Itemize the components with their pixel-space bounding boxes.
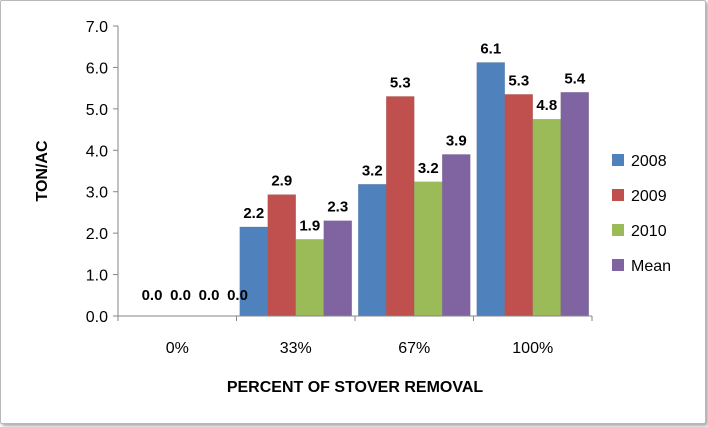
y-tick-label: 5.0 <box>86 102 108 119</box>
bar-mean-67pct <box>441 154 471 317</box>
data-label: 0.0 <box>227 287 248 304</box>
y-tick-label: 6.0 <box>86 60 108 77</box>
y-tick-label: 0.0 <box>86 309 108 326</box>
legend: 2008 2009 2010 Mean <box>612 153 671 275</box>
x-tick-label: 67% <box>398 340 430 357</box>
y-tick-label: 2.0 <box>86 226 108 243</box>
bar-2008-33pct <box>239 226 269 317</box>
legend-swatch <box>612 224 624 236</box>
data-label: 0.0 <box>142 287 163 304</box>
x-tick-label: 33% <box>280 340 312 357</box>
bar-2010-67pct <box>413 181 443 317</box>
x-axis-ticks: 0% 33% 67% 100% <box>117 316 593 357</box>
bar-2009-100pct <box>504 94 534 317</box>
bar-2009-67pct <box>385 96 415 317</box>
bar-mean-33pct <box>323 220 353 317</box>
x-tick-label: 0% <box>166 340 189 357</box>
bar-2008-67pct <box>357 183 387 317</box>
bars <box>239 62 590 317</box>
y-tick-label: 1.0 <box>86 268 108 285</box>
bar-2009-33pct <box>267 194 297 317</box>
data-label: 2.2 <box>243 205 264 222</box>
y-tick-label: 4.0 <box>86 143 108 160</box>
legend-swatch <box>612 189 624 201</box>
data-label: 4.8 <box>536 97 557 114</box>
data-labels: 0.0 0.0 0.0 0.0 2.2 2.9 1.9 2.3 3.2 5.3 3.2 3.9 6.1 5… <box>142 40 586 304</box>
data-label: 0.0 <box>199 287 220 304</box>
y-tick-label: 3.0 <box>86 185 108 202</box>
data-label: 2.3 <box>327 199 348 216</box>
data-label: 3.2 <box>362 162 383 179</box>
bar-mean-100pct <box>560 91 590 317</box>
data-label: 0.0 <box>170 287 191 304</box>
data-label: 5.3 <box>508 72 529 89</box>
legend-label: 2010 <box>631 223 667 240</box>
legend-swatch <box>612 154 624 166</box>
data-label: 5.4 <box>564 70 586 87</box>
x-axis-title: PERCENT OF STOVER REMOVAL <box>227 379 484 396</box>
y-tick-label: 7.0 <box>86 19 108 36</box>
data-label: 3.2 <box>418 160 439 177</box>
bar-2010-100pct <box>532 118 562 317</box>
legend-label: Mean <box>631 258 671 275</box>
legend-swatch <box>612 259 624 271</box>
data-label: 3.9 <box>446 132 467 149</box>
legend-label: 2008 <box>631 153 667 170</box>
data-label: 5.3 <box>390 74 411 91</box>
legend-label: 2009 <box>631 188 667 205</box>
data-label: 1.9 <box>299 217 320 234</box>
bar-2010-33pct <box>295 239 325 317</box>
bar-2008-100pct <box>476 62 506 317</box>
data-label: 2.9 <box>271 173 292 190</box>
x-tick-label: 100% <box>512 340 553 357</box>
y-axis-title: TON/AC <box>34 140 51 201</box>
data-label: 6.1 <box>480 40 501 57</box>
y-axis-ticks: 0.0 1.0 2.0 3.0 4.0 5.0 6.0 7.0 <box>86 19 118 326</box>
